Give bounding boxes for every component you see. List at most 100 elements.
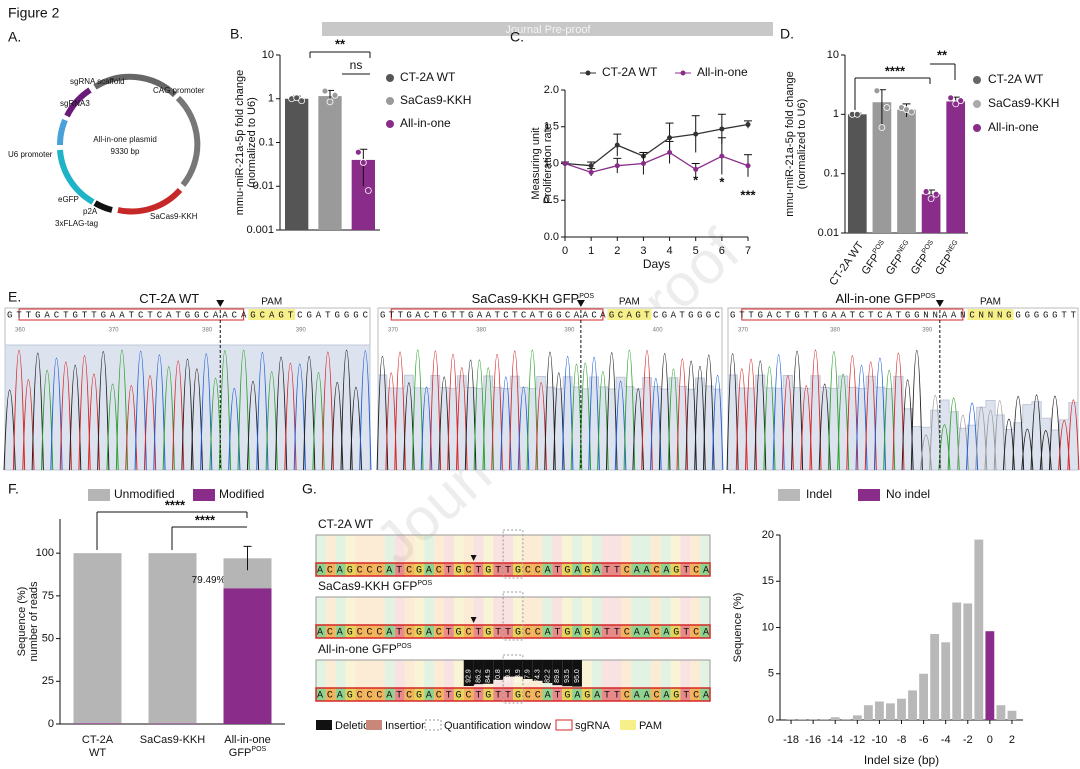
data-point bbox=[745, 122, 751, 128]
base-cell bbox=[522, 688, 533, 701]
row-stripe bbox=[670, 597, 681, 625]
trace-peak bbox=[456, 367, 468, 471]
x-tick-label: -12 bbox=[849, 734, 865, 746]
base-cell bbox=[542, 688, 553, 701]
base-cell bbox=[345, 625, 356, 638]
row-stripe bbox=[365, 597, 376, 625]
trace-peak bbox=[650, 377, 662, 471]
quant-window bbox=[502, 529, 524, 579]
y-axis-label: Proliferation rate bbox=[542, 123, 554, 204]
data-point bbox=[952, 100, 960, 108]
y-tick-label: 0.5 bbox=[544, 194, 559, 206]
x-tick-label: CT-2A WT bbox=[827, 239, 866, 288]
bar bbox=[863, 705, 873, 720]
panel-label: F. bbox=[8, 481, 19, 497]
row-stripe bbox=[650, 597, 661, 625]
trace-position: 390 bbox=[564, 328, 575, 334]
y-axis-label: number of reads bbox=[28, 581, 40, 662]
trace-peak bbox=[864, 361, 877, 471]
base-cell bbox=[700, 688, 710, 701]
base-cell bbox=[513, 688, 523, 701]
x-tick-label: 7 bbox=[745, 245, 751, 257]
sgrna-box bbox=[741, 308, 964, 321]
legend-swatch bbox=[193, 489, 215, 501]
legend-label: Insertion bbox=[385, 720, 427, 732]
trace-peak bbox=[535, 382, 547, 471]
row-stripe bbox=[335, 535, 346, 563]
base-cell bbox=[552, 625, 563, 638]
base-cell bbox=[444, 625, 454, 638]
trace-sequence: GTTGACTGTTGAATCTCATGGCAACAGCAGTCGATGGGC bbox=[380, 310, 721, 320]
base-cell bbox=[591, 563, 602, 576]
pam-label: PAM bbox=[980, 297, 1001, 308]
y-axis-label: mmu-miR-21a-5p fold change bbox=[234, 70, 246, 216]
base-cell bbox=[463, 625, 474, 638]
base-cell bbox=[581, 625, 592, 638]
base-cell bbox=[345, 688, 356, 701]
trace-peak bbox=[385, 372, 398, 471]
x-tick-label-sup: NEG bbox=[896, 239, 910, 255]
row-stripe bbox=[591, 660, 602, 688]
y-tick-label: 0 bbox=[768, 714, 774, 726]
base-cell bbox=[650, 625, 661, 638]
row-stripe bbox=[424, 535, 435, 563]
base-cell bbox=[483, 688, 494, 701]
row-stripe bbox=[680, 660, 691, 688]
base-cell bbox=[404, 563, 415, 576]
x-tick-label-text: CT-2A bbox=[82, 734, 114, 746]
data-point bbox=[693, 131, 699, 137]
row-stripe bbox=[581, 535, 592, 563]
trace-title: CT-2A WT bbox=[139, 291, 199, 306]
legend-label: SaCas9-KKH bbox=[400, 93, 471, 107]
row-stripe bbox=[414, 535, 425, 563]
base-cell bbox=[394, 563, 405, 576]
trace-peak bbox=[1067, 399, 1080, 471]
significance: **** bbox=[195, 512, 216, 527]
base-cell bbox=[601, 563, 612, 576]
base-cell bbox=[463, 688, 474, 701]
base-cell bbox=[562, 688, 573, 701]
row-stripe bbox=[444, 660, 454, 688]
base-cell bbox=[394, 625, 405, 638]
row-stripe bbox=[690, 597, 701, 625]
row-stripe bbox=[453, 535, 464, 563]
row-stripe bbox=[355, 535, 366, 563]
trace-peak bbox=[153, 354, 166, 471]
bar bbox=[1007, 710, 1017, 720]
row-stripe bbox=[345, 597, 356, 625]
legend-marker bbox=[680, 70, 686, 76]
base-cell bbox=[670, 563, 681, 576]
base-cell bbox=[513, 563, 523, 576]
pam-box bbox=[607, 309, 652, 320]
row-stripe bbox=[414, 660, 425, 688]
base-cell bbox=[503, 625, 513, 638]
row-stripe bbox=[404, 660, 415, 688]
trace-peak bbox=[209, 377, 222, 471]
data-point bbox=[873, 87, 881, 95]
legend-marker bbox=[973, 76, 981, 84]
deletion-label: 58.9 bbox=[515, 669, 522, 683]
row-stripe bbox=[650, 660, 661, 688]
base-cell bbox=[473, 563, 484, 576]
plasmid-feature: U6 promoter bbox=[8, 150, 53, 159]
trace-position: 400 bbox=[653, 328, 664, 334]
trace-peak bbox=[553, 372, 565, 471]
base-cell bbox=[404, 688, 415, 701]
bar bbox=[808, 719, 818, 720]
panel-label: A. bbox=[8, 29, 21, 45]
bar bbox=[921, 194, 941, 233]
deletion-bar bbox=[513, 660, 523, 677]
y-tick-label: 0.1 bbox=[824, 168, 839, 180]
legend-swatch bbox=[555, 719, 573, 731]
trace-peak bbox=[1048, 395, 1061, 471]
y-axis-label: Sequence (%) bbox=[16, 587, 28, 657]
row-stripe bbox=[660, 660, 671, 688]
trace-peak bbox=[106, 383, 119, 471]
data-point bbox=[947, 94, 955, 102]
row-stripe bbox=[641, 597, 651, 625]
x-tick-label: SaCas9-KKH bbox=[140, 734, 205, 746]
bar-segment bbox=[148, 553, 197, 724]
x-tick-label: WT bbox=[89, 747, 106, 759]
row-stripe bbox=[365, 660, 376, 688]
base-cell bbox=[375, 688, 385, 701]
